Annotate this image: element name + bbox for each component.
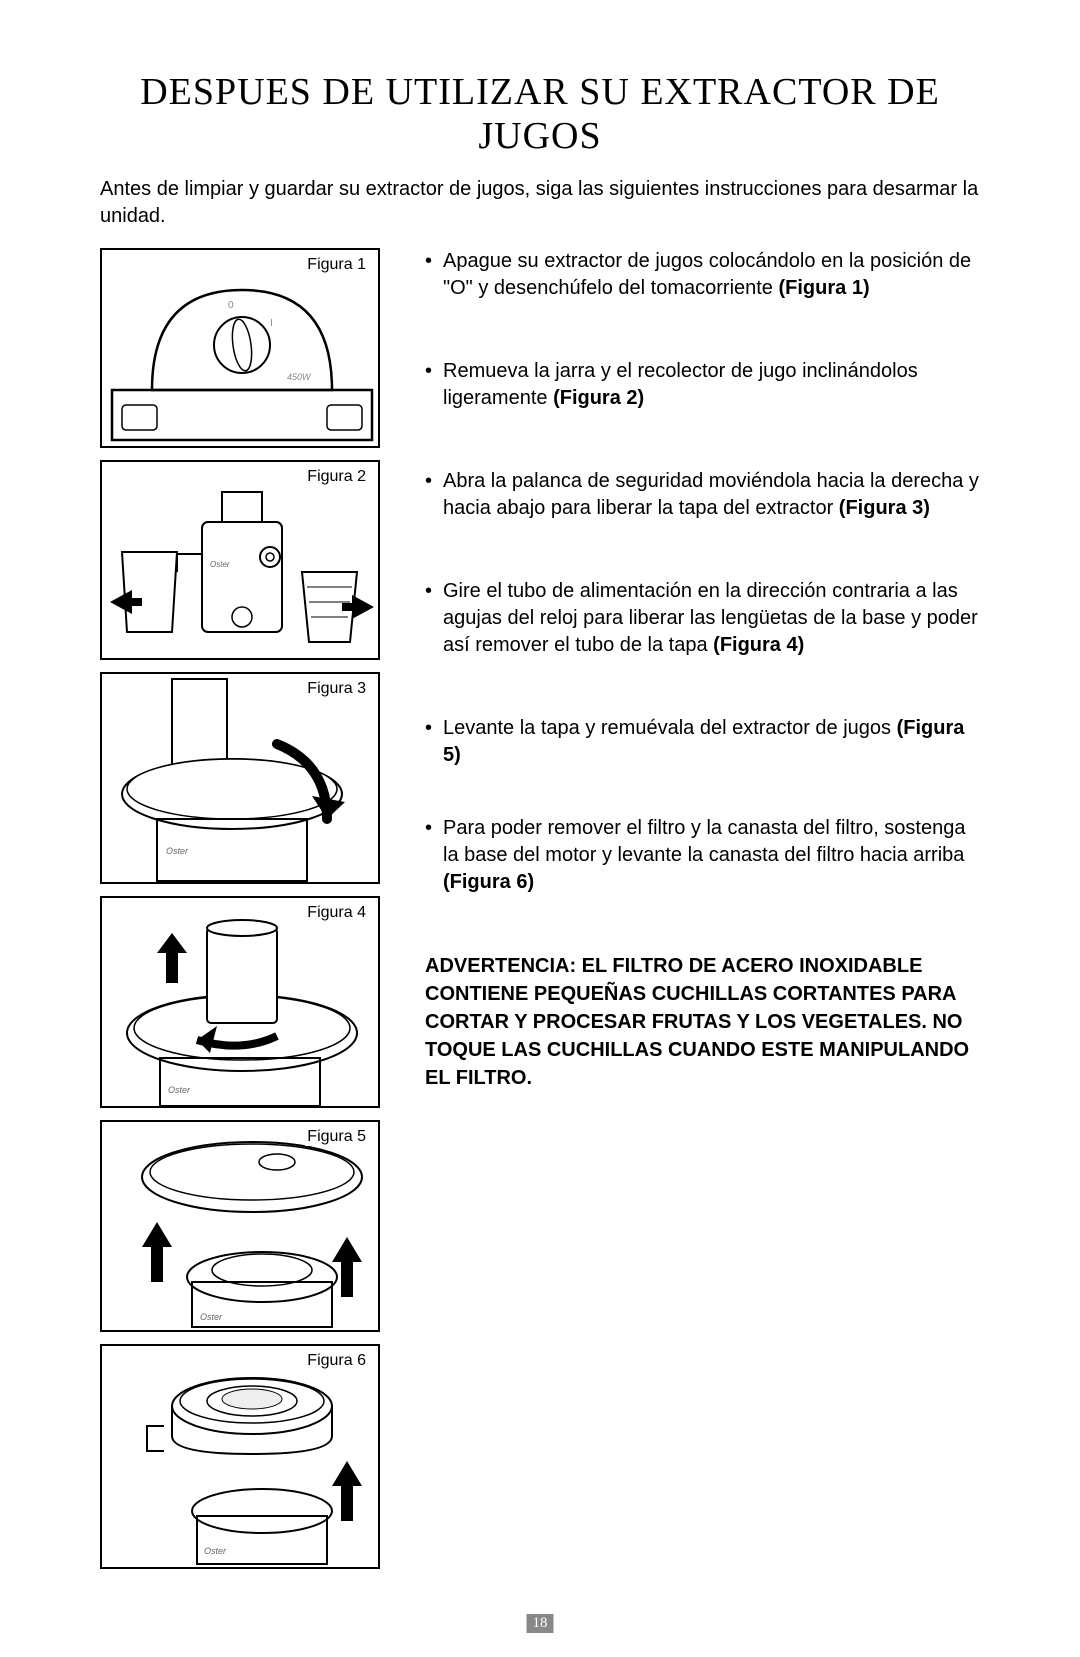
bullet-icon: •: [425, 578, 443, 659]
figure-5: Figura 5 Oster: [100, 1120, 380, 1332]
figure-2-illustration: Oster: [102, 462, 382, 662]
bullet-icon: •: [425, 715, 443, 769]
step-4: • Gire el tubo de alimentación en la dir…: [425, 578, 980, 659]
step-1-text: Apague su extractor de jugos colocándolo…: [443, 248, 980, 302]
bullet-icon: •: [425, 815, 443, 896]
figure-1-illustration: 0 I 450W: [102, 250, 382, 450]
figure-1: Figura 1 0 I 450W: [100, 248, 380, 448]
svg-text:Oster: Oster: [204, 1546, 227, 1556]
figure-2-label: Figura 2: [305, 468, 368, 486]
main-content: Figura 1 0 I 450W Figura 2: [100, 248, 980, 1581]
svg-text:Oster: Oster: [166, 846, 189, 856]
figure-1-label: Figura 1: [305, 256, 368, 274]
step-6: • Para poder remover el filtro y la cana…: [425, 815, 980, 896]
page-number: 18: [527, 1614, 554, 1633]
warning-text: ADVERTENCIA: EL FILTRO DE ACERO INOXIDAB…: [425, 952, 980, 1092]
svg-text:I: I: [270, 318, 273, 329]
figure-5-label: Figura 5: [305, 1128, 368, 1146]
step-5-text: Levante la tapa y remuévala del extracto…: [443, 715, 980, 769]
step-4-text: Gire el tubo de alimentación en la direc…: [443, 578, 980, 659]
step-3-text: Abra la palanca de seguridad moviéndola …: [443, 468, 980, 522]
svg-text:Oster: Oster: [168, 1085, 191, 1095]
figures-column: Figura 1 0 I 450W Figura 2: [100, 248, 380, 1581]
figure-6-illustration: Oster: [102, 1346, 382, 1571]
step-2: • Remueva la jarra y el recolector de ju…: [425, 358, 980, 412]
figure-4: Figura 4 Oster: [100, 896, 380, 1108]
figure-5-illustration: Oster: [102, 1122, 382, 1334]
bullet-icon: •: [425, 358, 443, 412]
figure-4-illustration: Oster: [102, 898, 382, 1110]
svg-text:0: 0: [228, 300, 234, 311]
step-1: • Apague su extractor de jugos colocándo…: [425, 248, 980, 302]
bullet-icon: •: [425, 468, 443, 522]
figure-6-label: Figura 6: [305, 1352, 368, 1370]
figure-3-illustration: Oster: [102, 674, 382, 886]
step-6-text: Para poder remover el filtro y la canast…: [443, 815, 980, 896]
step-5: • Levante la tapa y remuévala del extrac…: [425, 715, 980, 769]
svg-text:450W: 450W: [287, 372, 312, 382]
figure-2: Figura 2 Oster: [100, 460, 380, 660]
svg-text:Oster: Oster: [200, 1312, 223, 1322]
figure-6: Figura 6 Oster: [100, 1344, 380, 1569]
figure-3-label: Figura 3: [305, 680, 368, 698]
page-title: DESPUES DE UTILIZAR SU EXTRACTOR DE JUGO…: [100, 70, 980, 158]
figure-3: Figura 3 Oster: [100, 672, 380, 884]
figure-4-label: Figura 4: [305, 904, 368, 922]
step-3: • Abra la palanca de seguridad moviéndol…: [425, 468, 980, 522]
intro-paragraph: Antes de limpiar y guardar su extractor …: [100, 176, 980, 230]
steps-column: • Apague su extractor de jugos colocándo…: [425, 248, 980, 1581]
step-2-text: Remueva la jarra y el recolector de jugo…: [443, 358, 980, 412]
svg-text:Oster: Oster: [210, 560, 230, 569]
bullet-icon: •: [425, 248, 443, 302]
